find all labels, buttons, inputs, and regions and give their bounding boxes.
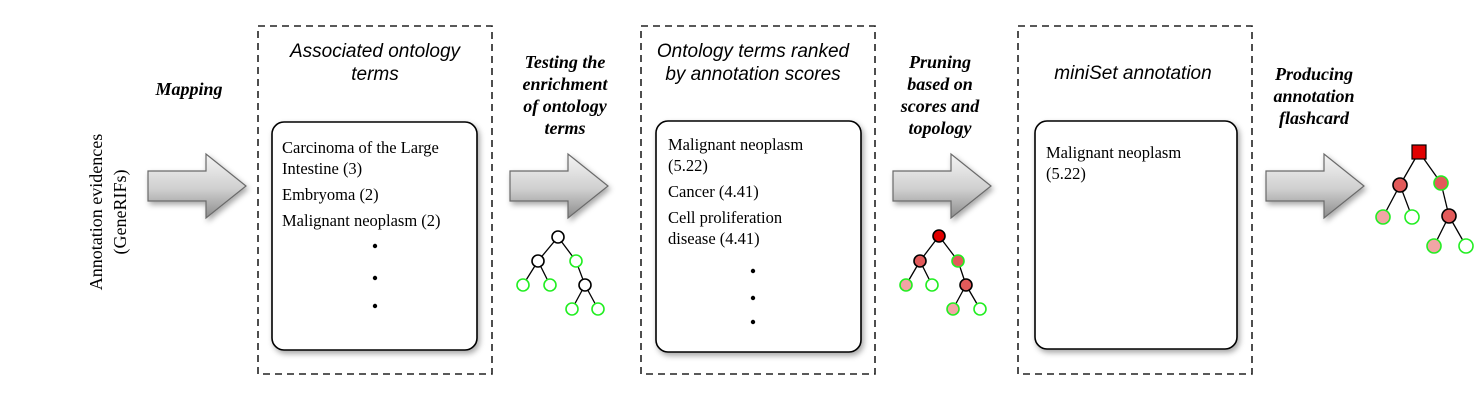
input-line-2: (GeneRIFs) — [110, 170, 131, 255]
panel-title-line: terms — [351, 64, 399, 85]
term-entry-line: Malignant neoplasm — [1046, 143, 1181, 162]
ellipsis-dot — [372, 303, 378, 309]
tree-node — [1375, 209, 1391, 225]
ellipsis-dot — [750, 319, 756, 325]
panel-title-line: Ontology terms ranked — [657, 41, 851, 62]
step-label-line: topology — [909, 118, 973, 138]
tree-node — [973, 302, 987, 316]
flow-arrow-1 — [147, 152, 247, 220]
panel-term-box — [271, 121, 478, 351]
term-entry-line: Carcinoma of the Large — [282, 138, 439, 157]
input-line-1: Annotation evidences — [86, 134, 106, 290]
tree-node — [578, 278, 592, 292]
term-entry-line: Cell proliferation — [668, 208, 782, 227]
tree-node — [1441, 208, 1457, 224]
flow-arrows — [147, 152, 1365, 220]
panel-term-box — [655, 120, 862, 353]
ellipsis-dot — [750, 268, 756, 274]
tree-node — [516, 278, 530, 292]
flow-arrow-2 — [509, 152, 609, 220]
panel-title-line: by annotation scores — [665, 64, 841, 85]
term-entry-line: Cancer (4.41) — [668, 182, 759, 201]
term-entry-line: (5.22) — [668, 156, 708, 175]
flow-arrow-4 — [1265, 152, 1365, 220]
step-label-mapping: Mapping — [154, 79, 222, 99]
tree-node — [569, 254, 583, 268]
step-label-line: annotation — [1273, 86, 1354, 106]
step-label-line: Testing the — [525, 52, 606, 72]
step-label-line: enrichment — [522, 74, 608, 94]
term-entry-line: Embryoma (2) — [282, 185, 379, 204]
term-entry-line: (5.22) — [1046, 164, 1086, 183]
tree-node — [925, 278, 939, 292]
tree-node — [531, 254, 545, 268]
step-label-line: terms — [544, 118, 585, 138]
panel-title-line: miniSet annotation — [1054, 63, 1211, 84]
tree-icon-enrichment — [516, 230, 605, 316]
tree-node — [565, 302, 579, 316]
tree-node — [551, 230, 565, 244]
term-entry-line: Malignant neoplasm (2) — [282, 211, 441, 230]
tree-node — [946, 302, 960, 316]
step-label-line: Producing — [1274, 64, 1353, 84]
step-label-line: scores and — [900, 96, 981, 116]
panel-frame — [640, 25, 876, 375]
flow-arrow-3 — [892, 152, 992, 220]
tree-node — [959, 278, 973, 292]
term-entry-line: disease (4.41) — [668, 229, 760, 248]
tree-node — [543, 278, 557, 292]
panel-frame — [1017, 25, 1253, 375]
ellipsis-dot — [750, 295, 756, 301]
panel-term-box — [1034, 120, 1238, 350]
tree-node — [932, 229, 946, 243]
step-label-line: Pruning — [908, 52, 971, 72]
panel-miniset-annotation: miniSet annotation Malignant neoplasm (5.2… — [1017, 25, 1253, 375]
term-entry-line: Intestine (3) — [282, 159, 362, 178]
tree-node — [913, 254, 927, 268]
panel-title-line: Associated ontology — [289, 41, 462, 62]
tree-node — [1426, 238, 1442, 254]
tree-node — [591, 302, 605, 316]
tree-node — [899, 278, 913, 292]
step-label-line: of ontology — [523, 96, 608, 116]
tree-node — [951, 254, 965, 268]
tree-icon-flashcard — [1375, 144, 1474, 254]
ellipsis-dot — [372, 275, 378, 281]
ellipsis-dot — [372, 243, 378, 249]
step-label-line: flashcard — [1279, 108, 1350, 128]
panel-frame — [257, 25, 493, 375]
step-label-line: Mapping — [154, 79, 222, 99]
tree-node — [1411, 144, 1427, 160]
tree-node — [1404, 209, 1420, 225]
tree-node — [1458, 238, 1474, 254]
tree-node — [1392, 177, 1408, 193]
term-entry-line: Malignant neoplasm — [668, 135, 803, 154]
step-label-line: based on — [907, 74, 973, 94]
input-evidence-label: Annotation evidences (GeneRIFs) — [86, 134, 131, 290]
tree-icon-pruning — [899, 229, 987, 316]
tree-node — [1433, 175, 1449, 191]
